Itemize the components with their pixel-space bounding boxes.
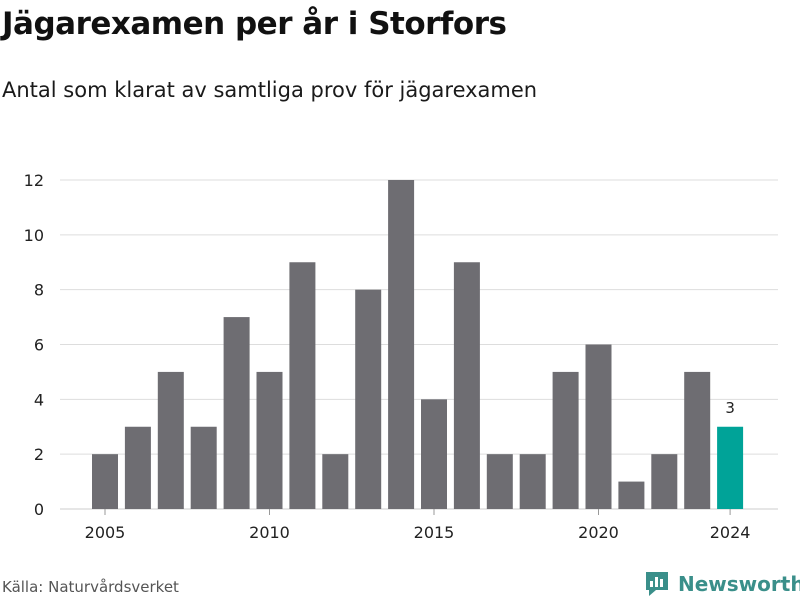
bar-2007	[157, 371, 184, 509]
bars	[92, 180, 744, 509]
bar-2011	[289, 262, 316, 509]
bar-2006	[124, 426, 151, 509]
bar-2009	[223, 317, 250, 509]
data-label: 3	[725, 399, 735, 417]
bar-2021	[618, 481, 645, 509]
bar-2008	[190, 426, 217, 509]
bar-2017	[486, 454, 513, 509]
x-tick-label: 2005	[85, 523, 126, 542]
x-axis-ticks: 2005 2010 2015 2020 2024	[85, 509, 751, 542]
bar-2005	[92, 454, 118, 509]
bar-chart: 0 2 4 6 8 10 12 2005 2010 2015 2020 2024 3	[24, 171, 778, 542]
y-tick-label: 10	[24, 226, 44, 245]
y-tick-label: 2	[34, 445, 44, 464]
bar-2024	[717, 426, 744, 509]
y-axis-ticks: 0 2 4 6 8 10 12	[24, 171, 44, 519]
y-tick-label: 8	[34, 281, 44, 300]
x-tick-label: 2010	[249, 523, 290, 542]
y-tick-label: 12	[24, 171, 44, 190]
brand-logo: Newsworthy	[644, 570, 800, 598]
bar-2010	[256, 371, 283, 509]
x-tick-label: 2015	[414, 523, 455, 542]
bar-2015	[421, 399, 447, 509]
bar-2016	[453, 262, 480, 509]
x-tick-label: 2024	[710, 523, 751, 542]
chart-subtitle: Antal som klarat av samtliga prov för jä…	[2, 78, 538, 102]
y-tick-label: 0	[34, 500, 44, 519]
data-labels: 3	[725, 399, 735, 417]
source-note: Källa: Naturvårdsverket	[2, 578, 179, 596]
bar-2018	[519, 454, 546, 509]
bar-2023	[684, 371, 711, 509]
brand-name: Newsworthy	[678, 572, 800, 596]
newsworthy-logo-icon	[646, 572, 668, 596]
bar-2020	[585, 344, 612, 509]
bar-2012	[322, 454, 349, 509]
bar-2019	[552, 371, 579, 509]
y-tick-label: 6	[34, 336, 44, 355]
bar-2014	[388, 180, 415, 509]
y-tick-label: 4	[34, 390, 44, 409]
bar-2022	[651, 454, 678, 509]
chart-title: Jägarexamen per år i Storfors	[2, 6, 507, 42]
x-tick-label: 2020	[578, 523, 619, 542]
bar-2013	[355, 289, 382, 509]
